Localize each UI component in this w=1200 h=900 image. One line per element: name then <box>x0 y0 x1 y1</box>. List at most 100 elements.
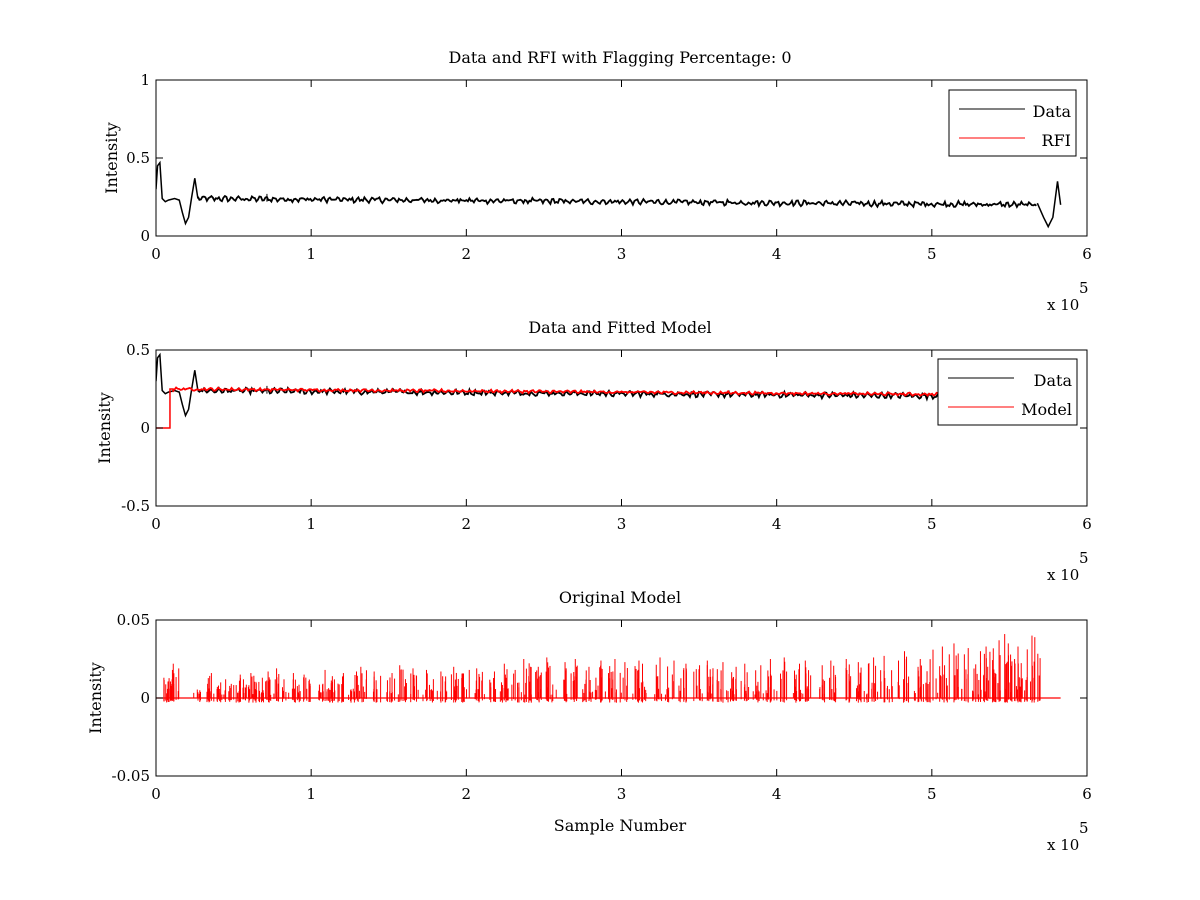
x-tick-label: 6 <box>1082 785 1092 803</box>
spike-cluster <box>500 663 509 703</box>
x-scale-exponent: 5 <box>1079 819 1089 837</box>
spike-cluster <box>903 651 910 703</box>
legend-label-data: Data <box>1034 371 1073 390</box>
spike-cluster <box>242 679 247 701</box>
spike-cluster <box>595 660 603 703</box>
spike-cluster <box>619 662 628 703</box>
x-tick-label: 2 <box>462 785 472 803</box>
x-tick-label: 3 <box>617 785 627 803</box>
spike-cluster <box>570 659 578 702</box>
spike-cluster <box>1033 637 1041 703</box>
x-axis-label: Sample Number <box>554 816 687 835</box>
spike-cluster <box>963 648 969 703</box>
x-tick-label: 4 <box>772 515 782 533</box>
x-tick-label: 4 <box>772 245 782 263</box>
y-tick-label: 0.5 <box>126 341 150 359</box>
y-tick-label: 0.05 <box>117 611 150 629</box>
spike-cluster <box>804 660 812 702</box>
spike-cluster <box>1025 635 1033 703</box>
spike-cluster <box>880 655 888 703</box>
data-layer <box>156 634 1061 703</box>
spike-cluster <box>953 643 959 703</box>
x-scale-label: x 10 <box>1047 836 1079 854</box>
legend-box <box>937 358 1078 426</box>
y-tick-label: 0 <box>140 689 150 707</box>
spike-cluster <box>489 671 497 703</box>
x-tick-label: 5 <box>927 245 937 263</box>
spike-cluster <box>303 674 311 703</box>
spike-cluster <box>740 663 750 701</box>
chart-title: Data and RFI with Flagging Percentage: 0 <box>448 48 791 67</box>
legend: Data Model <box>937 358 1078 426</box>
spike-cluster <box>292 673 300 703</box>
spike-cluster <box>1007 643 1016 702</box>
y-tick-label: -0.5 <box>121 497 150 515</box>
x-tick-label: 3 <box>617 245 627 263</box>
legend-box <box>948 89 1077 157</box>
spike-cluster <box>410 668 419 702</box>
spike-cluster <box>1015 646 1023 703</box>
plot-area: 0 1 2 3 4 5 6 0 0.5 1 <box>126 71 1092 263</box>
y-tick-label: 1 <box>140 71 150 89</box>
y-tick-label: 0 <box>140 419 150 437</box>
spike-cluster <box>917 659 924 703</box>
spike-cluster <box>780 657 788 703</box>
y-axis-label: Intensity <box>102 122 121 194</box>
spike-cluster <box>318 669 326 702</box>
x-tick-label: 0 <box>151 515 161 533</box>
spike-cluster <box>563 662 567 703</box>
x-tick-label: 6 <box>1082 245 1092 263</box>
x-scale-exponent: 5 <box>1079 279 1089 297</box>
spike-cluster <box>767 659 775 703</box>
data-series-line <box>156 160 199 226</box>
spike-cluster <box>891 660 900 703</box>
x-tick-label: 0 <box>151 245 161 263</box>
spike-cluster <box>992 640 1000 703</box>
spike-cluster <box>511 669 520 703</box>
plot-area: 0 1 2 3 4 5 6-0.500.5 <box>121 341 1092 533</box>
y-tick-label: 0 <box>140 227 150 245</box>
data-layer <box>156 352 1062 429</box>
y-tick-label: -0.05 <box>112 767 150 785</box>
x-scale-exponent: 5 <box>1079 549 1089 567</box>
spike-cluster <box>943 654 950 703</box>
x-scale-label: x 10 <box>1047 296 1079 314</box>
spike-cluster <box>351 671 359 703</box>
spike-cluster <box>678 663 687 703</box>
x-tick-label: 1 <box>306 785 316 803</box>
model-series-line-noise <box>172 386 1061 398</box>
spike-cluster <box>274 668 280 702</box>
x-tick-label: 2 <box>462 515 472 533</box>
panel-data-and-fitted-model: Data and Fitted Model Intensity 0 1 2 3 4 5 6 -… <box>95 318 1092 584</box>
x-tick-label: 6 <box>1082 515 1092 533</box>
data-series-line-noise <box>197 194 1037 209</box>
chart-title: Original Model <box>559 588 681 607</box>
spike-cluster <box>233 674 241 703</box>
x-tick-label: 5 <box>927 515 937 533</box>
spike-cluster <box>440 671 447 703</box>
x-tick-label: 0 <box>151 785 161 803</box>
data-layer <box>156 160 1062 229</box>
y-axis-label: Intensity <box>95 392 114 464</box>
legend: Data RFI <box>948 89 1077 157</box>
x-scale-label: x 10 <box>1047 566 1079 584</box>
data-series-line <box>156 352 199 418</box>
spike-cluster <box>224 679 232 702</box>
spike-cluster <box>535 666 542 703</box>
panel-original-model: Original Model Intensity 0 1 2 3 4 5 6-0.0500.… <box>86 588 1092 854</box>
x-tick-label: 5 <box>927 785 937 803</box>
spike-cluster <box>386 673 396 703</box>
x-tick-label: 1 <box>306 515 316 533</box>
spike-cluster <box>360 666 367 703</box>
spike-cluster <box>983 646 991 703</box>
panel-data-and-rfi: Data and RFI with Flagging Percentage: 0… <box>102 48 1092 314</box>
spike-cluster <box>523 659 532 703</box>
legend-label-data: Data <box>1033 102 1072 121</box>
legend-label-rfi: RFI <box>1042 131 1071 150</box>
x-tick-label: 3 <box>617 515 627 533</box>
spike-cluster <box>399 665 407 703</box>
spike-cluster <box>425 669 434 703</box>
chart-title: Data and Fitted Model <box>528 318 711 337</box>
